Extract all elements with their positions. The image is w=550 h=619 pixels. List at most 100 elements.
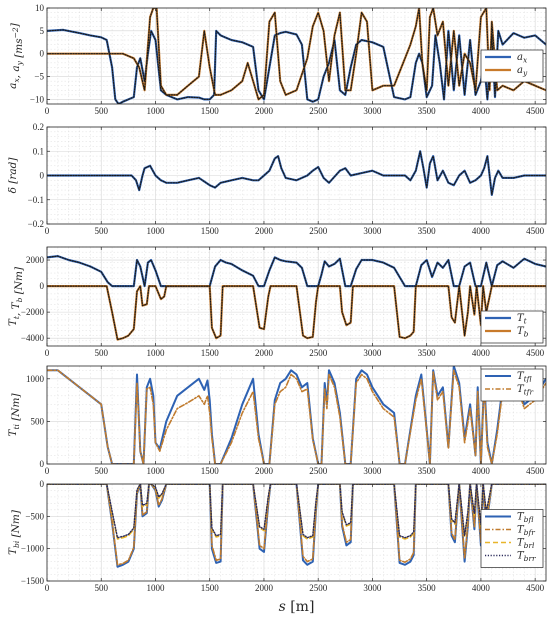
x-tick-label: 3000 xyxy=(363,226,382,236)
x-tick-label: 4500 xyxy=(526,348,545,358)
legend-box xyxy=(480,49,544,83)
y-tick-label: −500 xyxy=(25,511,44,521)
y-tick-label: 0 xyxy=(40,281,45,291)
x-tick-label: 500 xyxy=(94,466,108,476)
series-line--ref xyxy=(47,150,546,196)
y-axis-label: ax, ay [ms−2] xyxy=(7,22,25,89)
series-group xyxy=(47,255,546,341)
x-tick-label: 0 xyxy=(45,466,50,476)
axes-frame xyxy=(46,365,547,465)
x-tick-label: 3500 xyxy=(418,106,437,116)
y-axis-label: Tt, Tb [Nm] xyxy=(7,266,25,326)
x-tick-label: 2500 xyxy=(309,106,328,116)
series-line-t-t-ref xyxy=(47,255,546,287)
panel-5: 0 500 1000 1500 2000 2500 3000 3500 4000 4500 −150… xyxy=(7,479,547,615)
x-tick-label: 3000 xyxy=(363,106,382,116)
x-tick-label: 4000 xyxy=(472,466,491,476)
series-line-a-x-ref xyxy=(47,29,546,104)
x-tick-label: 1000 xyxy=(146,226,165,236)
y-tick-label: 0 xyxy=(40,479,45,489)
x-tick-label: 500 xyxy=(94,226,108,236)
x-tick-label: 1000 xyxy=(146,106,165,116)
x-tick-label: 2000 xyxy=(255,466,274,476)
x-tick-label: 4000 xyxy=(472,348,491,358)
x-tick-label: 500 xyxy=(94,583,108,593)
legend-label: Tbrr xyxy=(517,551,536,564)
legend-label: Ttfr xyxy=(517,384,533,397)
legend-label: Tbfl xyxy=(517,512,533,525)
panel-2: 0 500 1000 1500 2000 2500 3000 3500 4000 4500 −0.2… xyxy=(7,122,547,236)
x-tick-label: 2000 xyxy=(255,106,274,116)
series-line-t-tfr xyxy=(47,369,546,464)
x-tick-label: 2000 xyxy=(255,348,274,358)
y-tick-label: 0 xyxy=(40,171,45,181)
x-tick-label: 1000 xyxy=(146,348,165,358)
x-tick-label: 500 xyxy=(94,348,108,358)
y-tick-label: −4000 xyxy=(21,333,45,343)
x-tick-label: 1500 xyxy=(201,466,220,476)
x-tick-label: 4500 xyxy=(526,226,545,236)
x-axis-label: s [m] xyxy=(279,599,315,615)
legend-label: Tt xyxy=(517,313,528,326)
x-tick-label: 1000 xyxy=(146,466,165,476)
legend-label: Tb xyxy=(517,326,529,339)
series-group xyxy=(47,8,546,104)
x-tick-label: 500 xyxy=(94,106,108,116)
x-tick-label: 4000 xyxy=(472,226,491,236)
legend-label: Tbfr xyxy=(517,525,535,538)
y-tick-label: −0.1 xyxy=(28,195,44,205)
series-line-a-y-ref xyxy=(47,8,546,101)
y-tick-label: 5 xyxy=(40,26,45,36)
y-tick-label: 0 xyxy=(40,459,45,469)
x-tick-label: 2500 xyxy=(309,583,328,593)
y-tick-label: −1000 xyxy=(21,544,45,554)
x-tick-label: 1000 xyxy=(146,583,165,593)
y-tick-label: −0.2 xyxy=(28,219,44,229)
x-tick-label: 0 xyxy=(45,226,50,236)
x-tick-label: 2500 xyxy=(309,348,328,358)
x-tick-label: 0 xyxy=(45,348,50,358)
y-tick-label: 0.1 xyxy=(33,146,44,156)
panel-3: 0 500 1000 1500 2000 2500 3000 3500 4000 4500 −400… xyxy=(7,246,547,358)
y-tick-label: 2000 xyxy=(26,255,45,265)
legend-label: ay xyxy=(517,65,528,78)
legend-box xyxy=(480,310,544,344)
x-tick-label: 1500 xyxy=(201,226,220,236)
y-axis-label: δ [rad] xyxy=(7,157,19,194)
series-line-t-brr xyxy=(47,484,546,539)
y-axis-label: Tti [Nm] xyxy=(7,393,22,437)
axes-frame xyxy=(46,7,547,105)
x-tick-label: 2500 xyxy=(309,466,328,476)
x-tick-label: 2000 xyxy=(255,226,274,236)
x-tick-label: 0 xyxy=(45,106,50,116)
y-tick-label: 500 xyxy=(31,416,45,426)
y-tick-label: 0.2 xyxy=(33,122,44,132)
x-tick-label: 4500 xyxy=(526,466,545,476)
y-tick-label: 1000 xyxy=(26,374,45,384)
y-tick-label: −10 xyxy=(30,94,45,104)
x-tick-label: 4000 xyxy=(472,106,491,116)
legend-box xyxy=(480,368,544,402)
y-tick-label: 10 xyxy=(35,3,45,13)
y-tick-label: −1500 xyxy=(21,576,45,586)
x-tick-label: 0 xyxy=(45,583,50,593)
legend-label: Ttfl xyxy=(517,371,532,384)
series-group xyxy=(47,484,546,568)
panel-1: 0 500 1000 1500 2000 2500 3000 3500 4000 4500 −10 −… xyxy=(7,3,547,116)
x-tick-label: 3500 xyxy=(418,348,437,358)
series-group xyxy=(47,150,546,196)
x-tick-label: 3500 xyxy=(418,226,437,236)
axes-frame xyxy=(46,246,547,347)
x-tick-label: 4500 xyxy=(526,583,545,593)
x-tick-label: 1500 xyxy=(201,583,220,593)
x-tick-label: 4500 xyxy=(526,106,545,116)
series-group xyxy=(47,366,546,464)
y-tick-label: −5 xyxy=(34,72,44,82)
legend-box xyxy=(480,509,544,568)
axes-frame xyxy=(46,483,547,582)
x-tick-label: 3000 xyxy=(363,348,382,358)
x-tick-label: 4000 xyxy=(472,583,491,593)
